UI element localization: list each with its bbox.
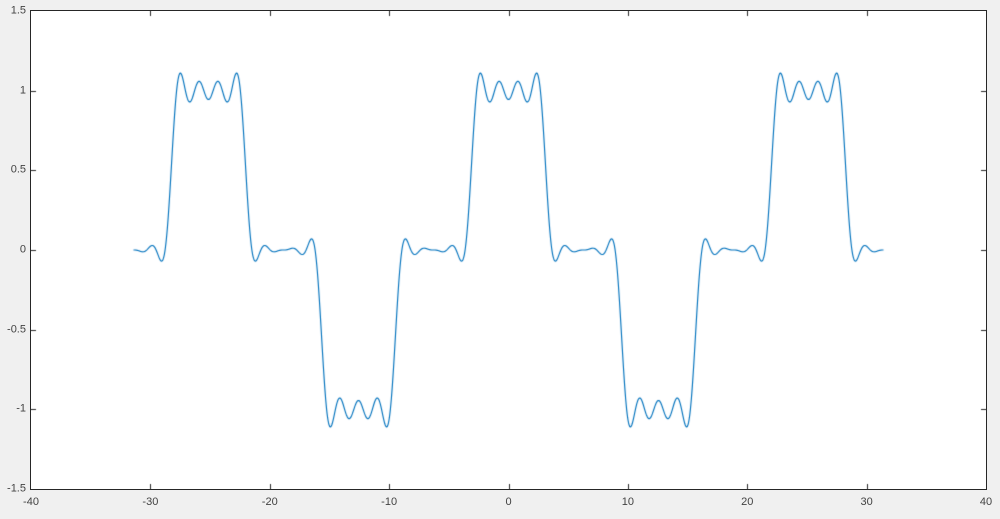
y-tick-label: 0 xyxy=(19,243,26,256)
y-tick-label: -0.5 xyxy=(7,323,26,336)
y-tick-label: 1 xyxy=(19,84,26,97)
y-tick-label: -1 xyxy=(16,402,26,415)
x-tick-label: -20 xyxy=(261,496,278,508)
x-tick-label: 10 xyxy=(621,496,634,508)
waveform-canvas xyxy=(31,11,986,489)
x-tick-label: -10 xyxy=(381,496,398,508)
x-tick-label: -30 xyxy=(142,496,159,508)
y-tick-label: 1.5 xyxy=(10,4,26,17)
x-tick-label: -40 xyxy=(23,496,39,508)
plot-area xyxy=(30,10,987,490)
x-tick-label: 40 xyxy=(979,496,993,508)
x-tick-label: 30 xyxy=(860,496,873,508)
x-tick-label: 20 xyxy=(741,496,754,508)
y-tick-label: -1.5 xyxy=(7,482,26,495)
y-tick-label: 0.5 xyxy=(10,163,26,176)
x-tick-label: 0 xyxy=(505,496,512,508)
